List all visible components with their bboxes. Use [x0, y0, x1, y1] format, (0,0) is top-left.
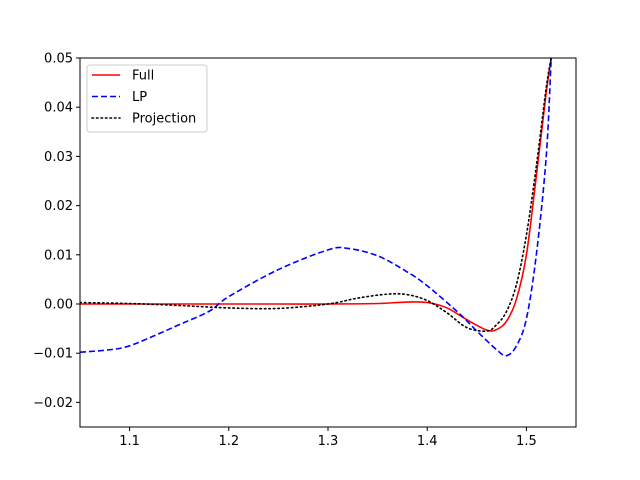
y-tick-label: 0.01 — [44, 248, 73, 263]
legend-box — [86, 64, 208, 133]
y-tick-label: 0.03 — [44, 150, 73, 165]
legend: Full LP Projection — [86, 64, 208, 133]
x-tick-label: 1.1 — [119, 434, 140, 449]
x-tick-label: 1.5 — [516, 434, 537, 449]
y-tick-label: −0.02 — [33, 396, 73, 411]
series-line-full — [80, 58, 552, 332]
y-tick-label: 0.05 — [44, 52, 73, 67]
y-tick-label: 0.02 — [44, 199, 73, 214]
x-axis: 1.1 1.2 1.3 1.4 1.5 — [119, 427, 537, 449]
y-tick-label: 0.04 — [44, 101, 73, 116]
x-tick-label: 1.2 — [218, 434, 239, 449]
series-layer — [80, 58, 552, 357]
series-line-projection — [80, 58, 552, 332]
x-tick-label: 1.3 — [318, 434, 339, 449]
legend-label: LP — [132, 90, 147, 105]
legend-label: Full — [132, 69, 154, 84]
x-tick-label: 1.4 — [417, 434, 438, 449]
y-tick-label: −0.01 — [33, 347, 73, 362]
legend-label: Projection — [132, 112, 196, 127]
y-tick-label: 0.00 — [44, 298, 73, 313]
series-line-lp — [80, 58, 552, 357]
y-axis: −0.02 −0.01 0.00 0.01 0.02 0.03 0.04 0.05 — [33, 52, 80, 411]
